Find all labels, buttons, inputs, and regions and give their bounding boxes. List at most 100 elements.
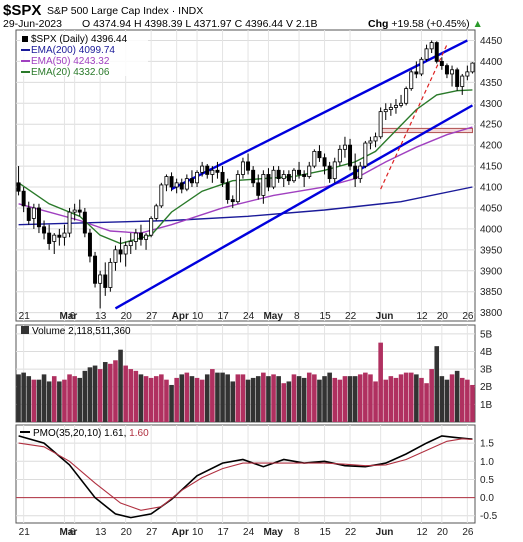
candle-body — [98, 274, 103, 284]
candle-body — [184, 178, 189, 190]
candle-body — [429, 42, 434, 50]
volume-bar — [215, 372, 220, 422]
change-arrow-icon: ▲ — [473, 18, 483, 30]
candle-body — [337, 148, 342, 163]
pmo-x-tick-label: May — [263, 527, 283, 538]
pmo-gridlines — [16, 425, 475, 523]
candle-body — [302, 174, 307, 177]
candle-body — [230, 199, 235, 203]
volume-bar — [363, 372, 368, 422]
candle-body — [368, 140, 373, 144]
price-tick-label: 4250 — [480, 120, 503, 131]
volume-bar — [240, 374, 246, 422]
candle-body — [393, 104, 398, 108]
volume-bar — [230, 381, 236, 422]
volume-bar — [67, 374, 72, 422]
volume-bar — [261, 372, 266, 422]
pmo-tick-label: 0.5 — [480, 475, 494, 486]
candle-body — [271, 169, 276, 188]
candle-body — [164, 176, 169, 186]
price-x-tick-label: 26 — [462, 311, 474, 322]
pmo-signal-line — [18, 438, 473, 511]
candle-body — [312, 151, 317, 167]
pmo-x-tick-label: 22 — [345, 527, 357, 538]
pmo-tick-label: 1.0 — [480, 457, 494, 468]
price-x-tick-label: 12 — [416, 311, 428, 322]
volume-bar — [87, 367, 93, 422]
volume-bar — [398, 374, 404, 422]
pmo-tick-label: 1.5 — [480, 439, 494, 450]
candle-body — [373, 136, 378, 142]
candle-body — [225, 182, 230, 200]
volume-tick-label: 5B — [480, 329, 493, 340]
candle-body — [286, 174, 291, 182]
candle-body — [200, 165, 205, 173]
price-tick-label: 3950 — [480, 245, 503, 256]
volume-bar — [286, 381, 292, 422]
price-x-tick-label: 6 — [70, 311, 76, 322]
pmo-x-tick-label: 20 — [121, 527, 133, 538]
price-x-tick-label: 24 — [243, 311, 255, 322]
volume-bar — [26, 376, 32, 422]
candle-body — [240, 161, 245, 175]
volume-bar — [184, 372, 190, 422]
candle-body — [246, 161, 251, 171]
price-x-tick-label: 13 — [95, 311, 107, 322]
volume-bar — [138, 374, 144, 422]
volume-bar — [159, 374, 164, 422]
candle-body — [414, 71, 419, 75]
candle-body — [281, 174, 286, 180]
dashed-trendline — [380, 44, 448, 190]
candle-body — [266, 174, 271, 188]
pmo-x-tick-label: 8 — [294, 527, 300, 538]
candle-body — [378, 111, 383, 138]
price-tick-label: 4400 — [480, 57, 503, 68]
volume-bar — [347, 376, 353, 422]
volume-bar — [322, 376, 327, 422]
chart-date: 29-Jun-2023 — [3, 18, 62, 30]
price-x-tick-label: 10 — [192, 311, 204, 322]
candle-body — [317, 151, 322, 159]
candle-body — [87, 232, 92, 257]
candle-body — [128, 241, 133, 247]
price-x-tick-label: Jun — [376, 311, 394, 322]
volume-bar — [82, 370, 88, 422]
price-tick-label: 4450 — [480, 36, 503, 47]
volume-bar — [306, 372, 312, 422]
volume-bar — [424, 383, 429, 422]
candle-body — [215, 169, 220, 173]
candle-body — [169, 176, 174, 188]
volume-bar — [276, 376, 281, 422]
volume-legend-swatch — [21, 326, 29, 334]
volume-bar — [383, 379, 389, 422]
pmo-x-tick-label: Jun — [376, 527, 394, 538]
volume-label: Volume 2,118,511,360 — [32, 326, 131, 337]
price-x-tick-label: 22 — [345, 311, 357, 322]
candle-body — [235, 174, 240, 203]
candle-body — [363, 142, 368, 167]
volume-bar — [153, 376, 159, 422]
candle-body — [77, 209, 82, 213]
volume-bar — [41, 374, 47, 422]
volume-tick-label: 2B — [480, 382, 493, 393]
volume-bar — [118, 349, 123, 422]
candle-body — [26, 207, 31, 221]
volume-bar — [179, 374, 185, 422]
ema200-line — [18, 186, 473, 226]
candle-body — [21, 190, 26, 207]
price-x-tick-label: 21 — [19, 311, 31, 322]
pmo-x-tick-label: 10 — [192, 527, 204, 538]
price-legend: $SPX (Daily) 4396.44 EMA(200) 4099.74 EM… — [20, 32, 148, 78]
volume-bar — [97, 369, 103, 422]
volume-bar — [312, 374, 317, 422]
volume-bar — [419, 377, 424, 422]
volume-bar — [459, 377, 465, 422]
pmo-x-tick-label: 6 — [70, 527, 76, 538]
volume-bar — [408, 372, 414, 422]
change-readout: Chg +19.58 (+0.45%) ▲ — [368, 18, 483, 30]
candle-body — [460, 75, 465, 87]
price-tick-label: 3900 — [480, 266, 503, 277]
volume-bar — [470, 384, 475, 422]
volume-bar — [36, 379, 42, 422]
candle-body — [409, 71, 414, 90]
